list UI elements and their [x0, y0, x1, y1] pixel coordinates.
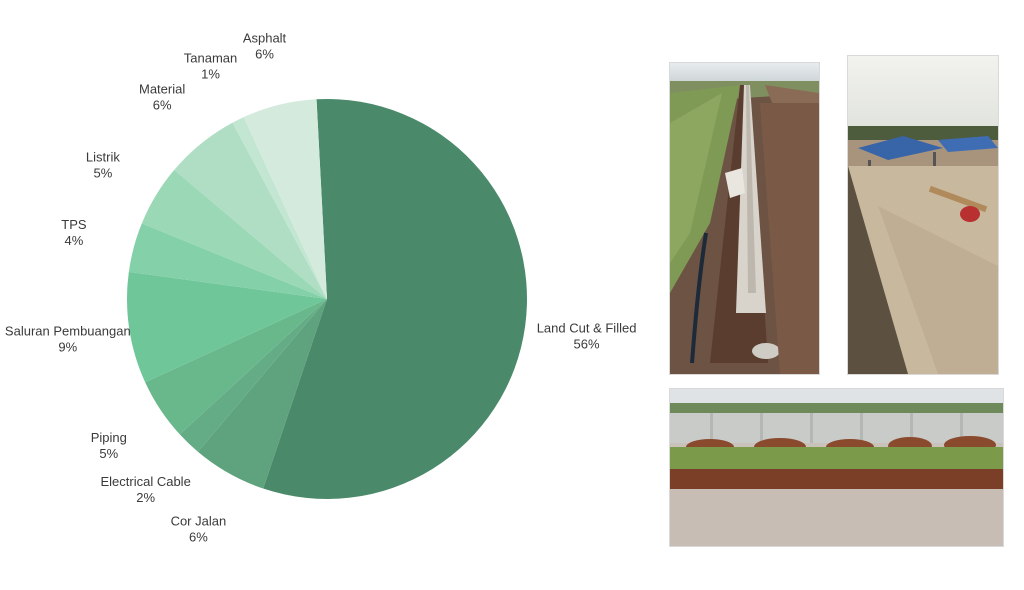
pie-slice: [179, 299, 327, 452]
slice-label: Electrical Cable: [100, 474, 190, 489]
slice-percent: 5%: [93, 165, 112, 180]
slice-label: Tanaman: [184, 50, 237, 65]
pie-slice: [197, 299, 327, 489]
slice-percent: 4%: [65, 233, 84, 248]
pie-slice: [128, 223, 327, 299]
slice-label: Saluran Pembuangan: [5, 323, 131, 338]
pie-slice: [263, 99, 527, 499]
pie-slice: [232, 117, 327, 300]
pie-slice: [174, 122, 327, 299]
tent-work-site-photo: [847, 55, 999, 375]
drainage-trench-photo: [669, 62, 820, 375]
slice-percent: 9%: [58, 339, 77, 354]
slice-percent: 6%: [153, 97, 172, 112]
slice-percent: 6%: [255, 47, 274, 62]
slice-percent: 2%: [136, 490, 155, 505]
slice-label: Piping: [91, 430, 127, 445]
pie-slice: [243, 99, 327, 299]
slice-label: Asphalt: [243, 31, 287, 46]
slice-percent: 6%: [189, 529, 208, 544]
slice-percent: 1%: [201, 66, 220, 81]
pie-slice: [141, 169, 327, 299]
slice-label: Land Cut & Filled: [537, 321, 637, 336]
pie-slice: [126, 271, 327, 383]
slice-label: Cor Jalan: [171, 513, 227, 528]
slice-label: Listrik: [86, 149, 120, 164]
slice-label: Material: [139, 81, 185, 96]
slice-percent: 56%: [574, 337, 600, 352]
slice-percent: 5%: [99, 446, 118, 461]
excavated-field-photo: [669, 388, 1004, 547]
slice-label: TPS: [61, 217, 87, 232]
pie-slices: [126, 99, 527, 499]
pie-slice: [145, 299, 327, 435]
